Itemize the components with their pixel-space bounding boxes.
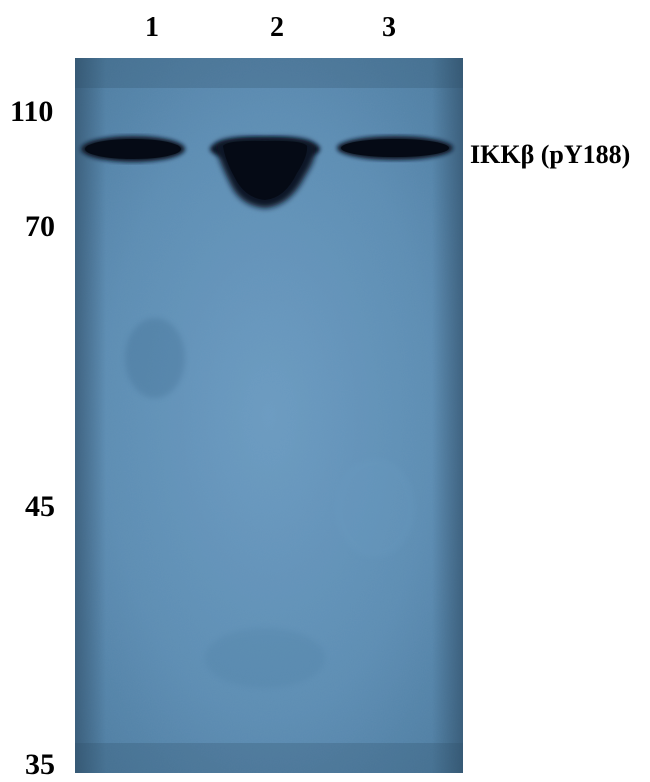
band-lane-1 [81,136,185,162]
lane-label-3: 3 [382,12,396,44]
blot-svg [75,58,463,773]
mw-marker-70: 70 [25,210,55,244]
band-lane-3 [337,136,453,160]
lane-label-2: 2 [270,12,284,44]
mw-marker-45: 45 [25,490,55,524]
lane-label-1: 1 [145,12,159,44]
blot-membrane [75,58,463,773]
blot-figure: 1 2 3 110 70 45 35 [0,0,650,781]
mw-marker-110: 110 [10,95,53,129]
band-annotation-label: IKKβ (pY188) [470,140,630,170]
mw-marker-35: 35 [25,748,55,782]
